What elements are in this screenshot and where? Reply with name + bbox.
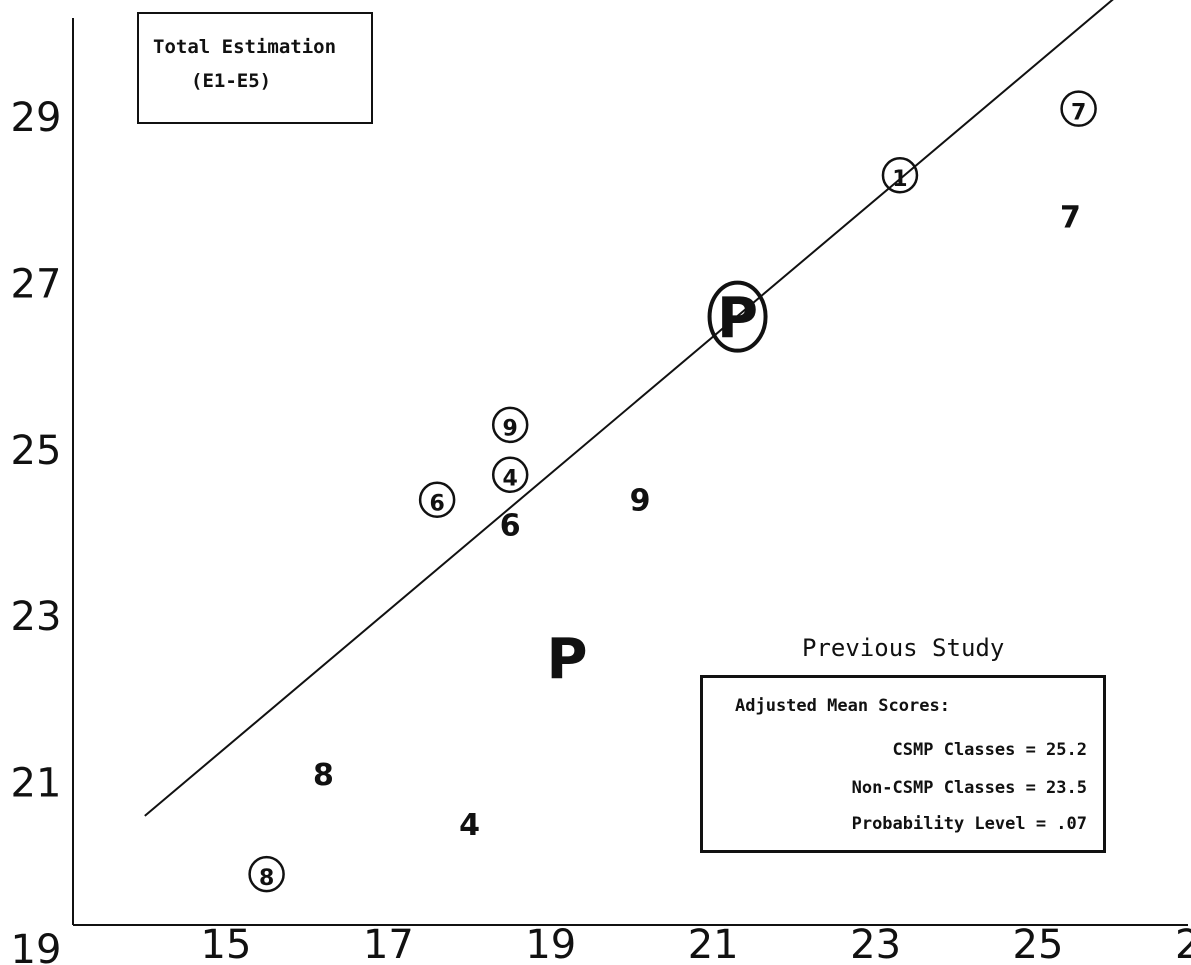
chart-title: Total Estimation bbox=[153, 36, 337, 58]
point-label: 7 bbox=[1060, 201, 1081, 236]
point-label: 4 bbox=[459, 808, 480, 843]
y-tick-label: 29 bbox=[11, 95, 62, 141]
data-points: P P 7 7 1 9 4 6 6 9 8 4 8 bbox=[248, 90, 1097, 893]
x-tick-label: 15 bbox=[201, 922, 252, 965]
circled-point-6: 6 bbox=[418, 481, 456, 518]
point-P: P bbox=[547, 627, 588, 692]
point-label: 8 bbox=[313, 758, 334, 793]
point-label: 9 bbox=[630, 484, 651, 519]
chart-subtitle: (E1-E5) bbox=[191, 70, 272, 92]
legend-box: Adjusted Mean Scores: CSMP Classes = 25.… bbox=[700, 675, 1106, 853]
x-tick-label: 17 bbox=[363, 922, 414, 965]
point-9: 9 bbox=[630, 484, 651, 519]
legend-row-probability: Probability Level = .07 bbox=[851, 814, 1087, 834]
y-tick-label: 23 bbox=[11, 594, 62, 640]
point-7: 7 bbox=[1060, 201, 1081, 236]
point-label: 6 bbox=[500, 508, 521, 543]
circled-point-7: 7 bbox=[1060, 90, 1097, 127]
circled-point-P: P bbox=[707, 280, 768, 353]
circled-point-8: 8 bbox=[248, 855, 285, 893]
point-circle bbox=[418, 481, 456, 518]
legend-heading: Adjusted Mean Scores: bbox=[735, 696, 950, 716]
x-tick-label: 19 bbox=[525, 922, 576, 965]
point-label: 1 bbox=[892, 167, 907, 192]
point-label: 8 bbox=[259, 866, 274, 891]
point-label: 9 bbox=[503, 417, 518, 442]
legend-row-non-csmp: Non-CSMP Classes = 23.5 bbox=[851, 778, 1087, 798]
point-label: 6 bbox=[429, 492, 444, 517]
axes bbox=[72, 18, 1188, 926]
point-circle bbox=[1060, 90, 1097, 127]
point-4: 4 bbox=[459, 808, 480, 843]
point-label: 4 bbox=[503, 467, 518, 492]
point-circle bbox=[248, 855, 285, 893]
point-8: 8 bbox=[313, 758, 334, 793]
point-label: P bbox=[547, 627, 588, 692]
x-tick-label: 21 bbox=[688, 922, 739, 965]
regression-line bbox=[144, 0, 1114, 817]
y-tick-label: 25 bbox=[11, 428, 62, 474]
x-tick-label: 27 bbox=[1175, 922, 1191, 965]
tick-labels: 15171921232527192123252729 bbox=[11, 95, 1191, 965]
point-label: P bbox=[717, 286, 758, 351]
y-tick-label: 21 bbox=[11, 761, 62, 807]
y-tick-label: 27 bbox=[11, 261, 62, 307]
point-circle bbox=[491, 456, 529, 494]
circled-point-4: 4 bbox=[491, 456, 529, 494]
point-circle bbox=[491, 406, 529, 444]
y-tick-label: 19 bbox=[11, 927, 62, 965]
x-tick-label: 23 bbox=[850, 922, 901, 965]
circled-point-9: 9 bbox=[491, 406, 529, 444]
point-circle bbox=[707, 280, 768, 353]
point-label: 7 bbox=[1071, 100, 1086, 125]
legend-row-csmp: CSMP Classes = 25.2 bbox=[892, 740, 1087, 760]
chart-title-box: Total Estimation (E1-E5) bbox=[137, 12, 373, 124]
point-6: 6 bbox=[500, 508, 521, 543]
point-circle bbox=[881, 156, 919, 194]
circled-point-1: 1 bbox=[881, 156, 919, 194]
reference-line bbox=[144, 0, 1114, 817]
x-tick-label: 25 bbox=[1013, 922, 1064, 965]
legend-caption: Previous Study bbox=[802, 634, 1005, 662]
